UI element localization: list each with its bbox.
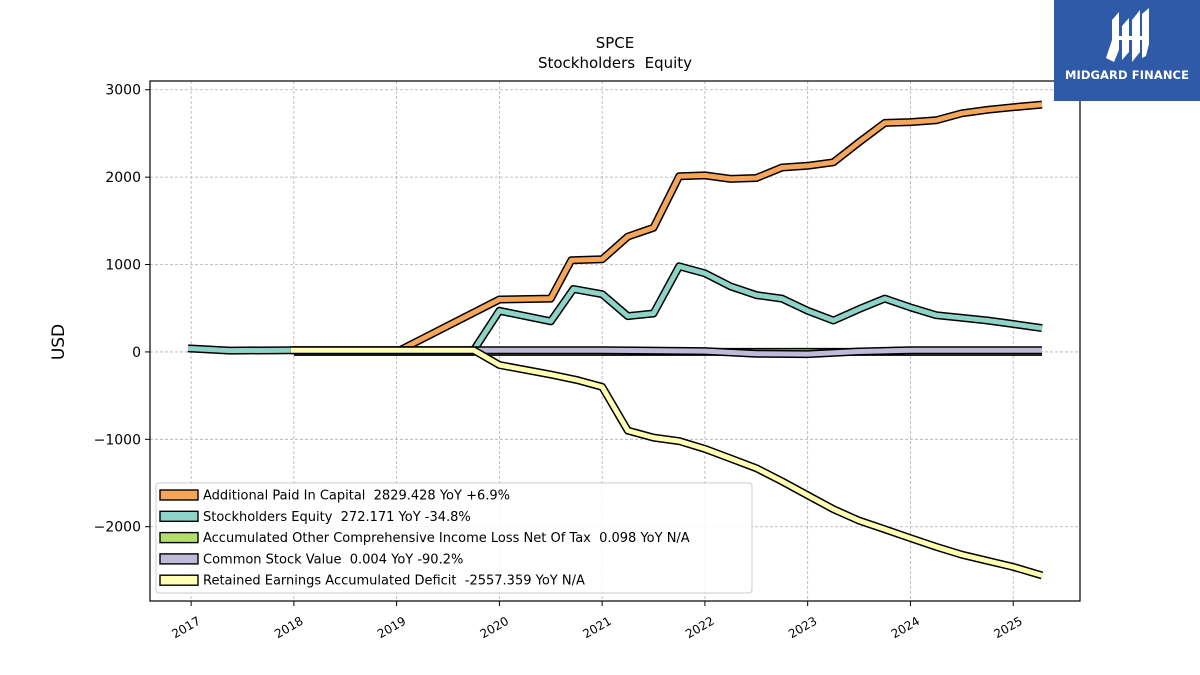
series-line-4 — [290, 346, 1044, 580]
y-tick-label: 0 — [132, 345, 141, 361]
x-tick-label: 2017 — [169, 614, 202, 641]
legend-swatch — [159, 489, 199, 501]
midgard-logo-icon — [1106, 8, 1149, 62]
x-tick-label: 2023 — [786, 614, 819, 641]
legend-swatch — [159, 510, 199, 522]
legend-label: Stockholders Equity 272.171 YoY -34.8% — [203, 510, 471, 525]
series-line-0 — [394, 100, 1043, 356]
x-tick-label: 2021 — [580, 614, 613, 641]
legend-box — [155, 482, 753, 594]
y-tick-label: 2000 — [105, 170, 141, 186]
y-tick-label: −2000 — [94, 520, 141, 536]
legend: Additional Paid In Capital 2829.428 YoY … — [155, 482, 753, 594]
brand-logo: MIDGARD FINANCE — [1054, 0, 1200, 101]
x-tick-label: 2020 — [478, 614, 511, 641]
legend-swatch — [159, 553, 199, 565]
chart-subtitle: Stockholders Equity — [538, 54, 692, 72]
x-tick-label: 2025 — [991, 614, 1024, 641]
y-tick-label: 3000 — [105, 83, 141, 99]
x-tick-label: 2019 — [375, 614, 408, 641]
legend-label: Accumulated Other Comprehensive Income L… — [203, 531, 690, 546]
x-tick-label: 2022 — [683, 614, 716, 641]
legend-label: Common Stock Value 0.004 YoY -90.2% — [203, 552, 463, 567]
plot-frame — [149, 80, 1081, 602]
x-tick-label: 2024 — [889, 614, 922, 641]
y-tick-label: −1000 — [94, 432, 141, 448]
logo-text: MIDGARD FINANCE — [1064, 68, 1190, 82]
legend-swatch — [159, 574, 199, 586]
series-lines — [187, 100, 1044, 580]
series-line-1 — [187, 262, 1043, 355]
legend-swatch — [159, 531, 199, 544]
y-axis-label: USD — [49, 324, 69, 360]
x-tick-label: 2018 — [272, 614, 305, 641]
legend-label: Additional Paid In Capital 2829.428 YoY … — [203, 489, 510, 504]
y-tick-label: 1000 — [105, 258, 141, 274]
legend-label: Retained Earnings Accumulated Deficit -2… — [203, 574, 585, 589]
chart-title: SPCE — [596, 34, 635, 52]
